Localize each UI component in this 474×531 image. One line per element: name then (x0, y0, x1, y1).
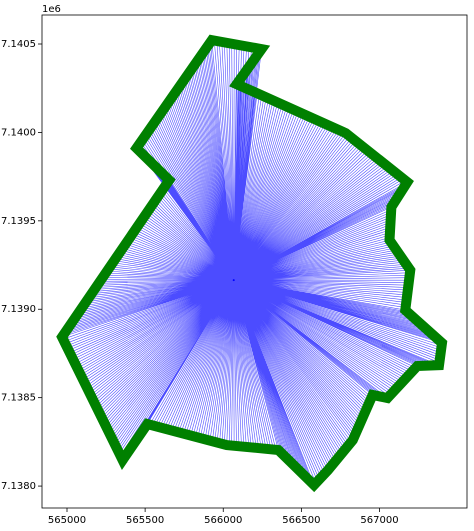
x-tick-label: 567000 (360, 515, 398, 526)
center-point (232, 279, 235, 282)
x-tick-label: 566000 (204, 515, 242, 526)
x-tick-label: 566500 (282, 515, 320, 526)
y-tick-label: 7.1400 (1, 127, 36, 138)
y-tick-label: 7.1385 (1, 393, 36, 404)
y-tick-label: 7.1395 (1, 216, 36, 227)
x-tick-label: 565000 (48, 515, 86, 526)
ray (61, 40, 443, 486)
y-offset-label: 1e6 (42, 4, 61, 15)
y-tick-label: 7.1390 (1, 304, 36, 315)
y-tick-label: 7.1405 (1, 39, 36, 50)
axes-frame (41, 14, 468, 509)
y-tick-label: 7.1380 (1, 481, 36, 492)
x-tick-label: 565500 (126, 515, 164, 526)
plot-area (56, 34, 448, 493)
polygon-outline (56, 34, 448, 493)
